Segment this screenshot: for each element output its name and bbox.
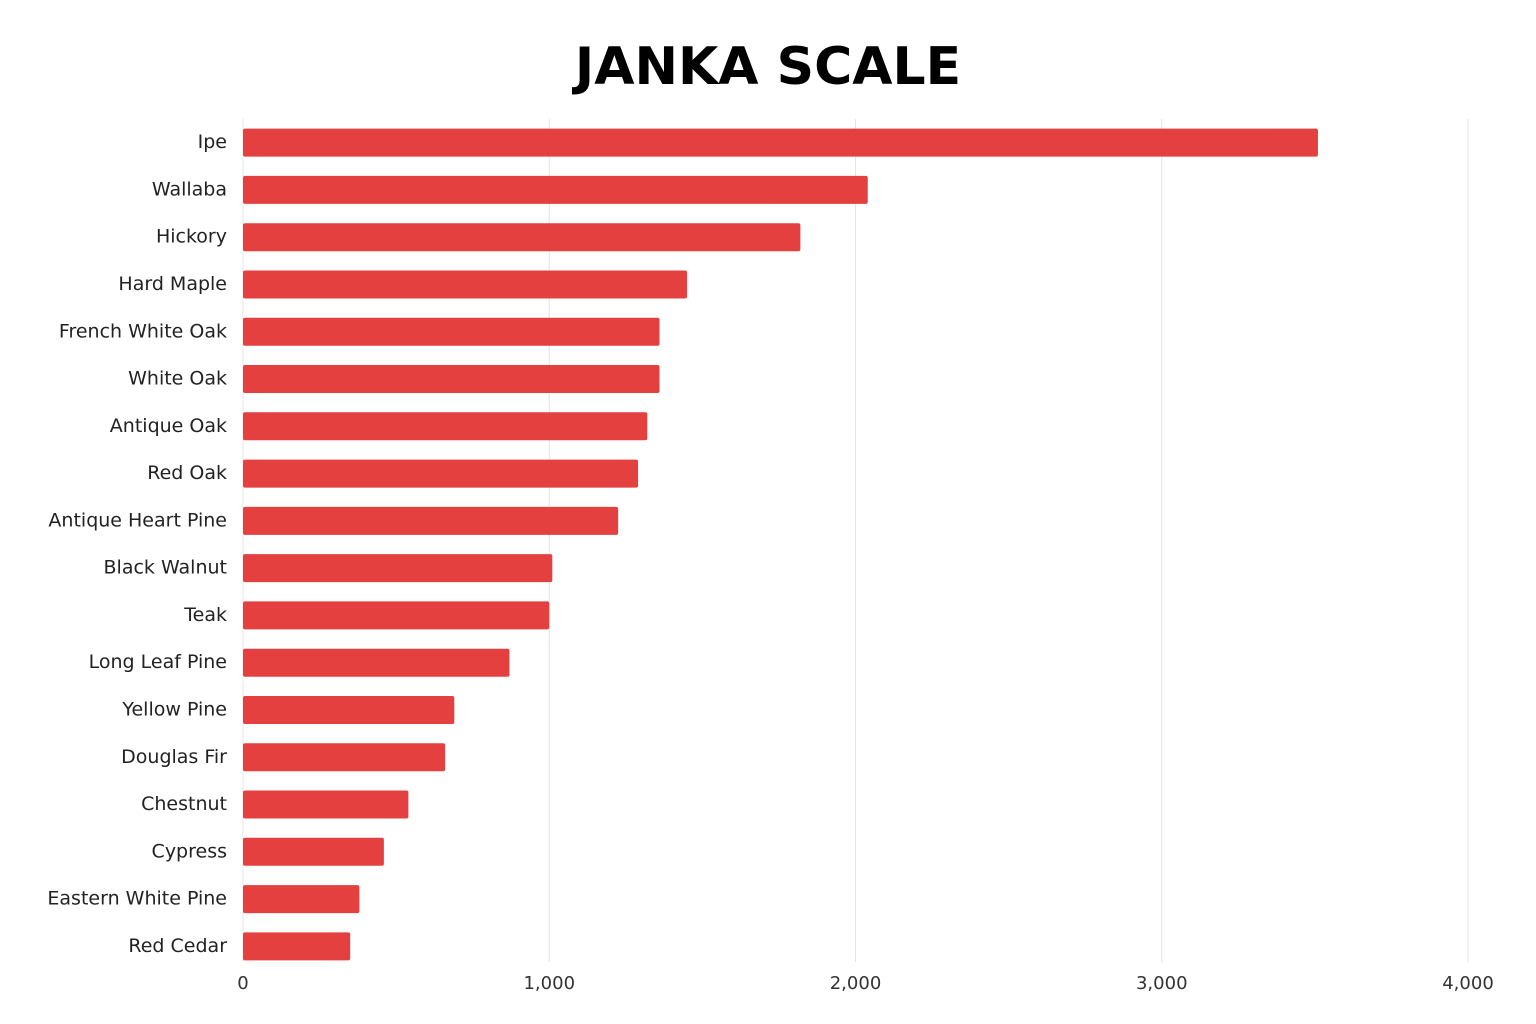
y-tick-label: Eastern White Pine xyxy=(47,888,227,910)
bar xyxy=(243,554,553,583)
bar xyxy=(243,743,446,772)
y-tick-label: Ipe xyxy=(198,131,227,153)
bar xyxy=(243,175,868,204)
x-tick-label: 2,000 xyxy=(830,973,882,994)
y-tick-label: Long Leaf Pine xyxy=(89,651,227,673)
y-tick-label: Douglas Fir xyxy=(121,746,227,768)
x-tick-label: 0 xyxy=(237,973,248,994)
y-tick-label: White Oak xyxy=(128,368,227,390)
y-tick-label: Hard Maple xyxy=(118,273,227,295)
x-tick-label: 3,000 xyxy=(1136,973,1188,994)
y-tick-label: Cypress xyxy=(152,840,227,862)
bar xyxy=(243,128,1318,157)
bar xyxy=(243,885,360,914)
x-tick-label: 1,000 xyxy=(523,973,575,994)
y-tick-label: Red Oak xyxy=(147,462,227,484)
x-tick-label: 4,000 xyxy=(1442,973,1494,994)
y-tick-label: French White Oak xyxy=(59,320,227,342)
y-tick-label: Chestnut xyxy=(141,793,227,815)
y-tick-label: Wallaba xyxy=(152,178,227,200)
bar xyxy=(243,837,384,866)
y-tick-label: Hickory xyxy=(156,226,227,248)
bar xyxy=(243,317,660,346)
bar xyxy=(243,648,510,677)
bar xyxy=(243,459,639,488)
chart-title: JANKA SCALE xyxy=(572,37,961,97)
y-tick-label: Yellow Pine xyxy=(121,698,227,720)
y-tick-label: Antique Oak xyxy=(110,415,227,437)
bar xyxy=(243,506,619,535)
bar xyxy=(243,601,550,630)
y-tick-label: Black Walnut xyxy=(104,557,227,579)
bar xyxy=(243,270,688,299)
bar xyxy=(243,790,409,819)
y-tick-label: Red Cedar xyxy=(128,935,227,957)
y-tick-label: Antique Heart Pine xyxy=(48,509,227,531)
bar xyxy=(243,223,801,252)
bar xyxy=(243,412,648,441)
y-tick-label: Teak xyxy=(183,604,227,626)
bar xyxy=(243,365,660,394)
bar xyxy=(243,932,351,961)
bar xyxy=(243,695,455,724)
